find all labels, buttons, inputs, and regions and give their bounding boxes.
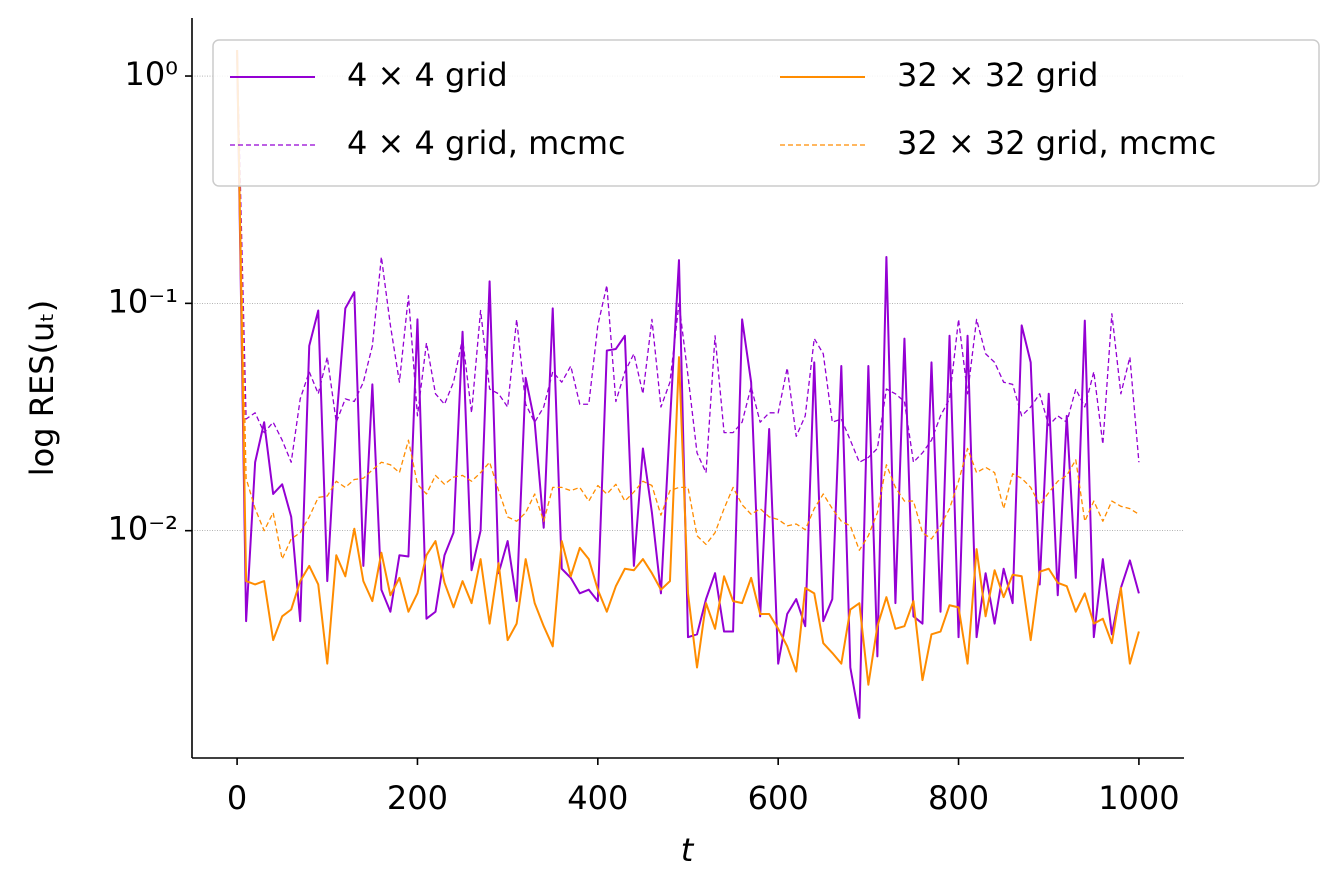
y-tick-label: 10⁻¹ [108, 282, 178, 320]
legend: 4 × 4 grid 4 × 4 grid, mcmc 32 × 32 grid 32… [212, 39, 1320, 187]
legend-label: 32 × 32 grid [897, 56, 1098, 94]
x-tick-label: 600 [748, 779, 809, 817]
x-axis-label: t [681, 831, 695, 869]
x-tick-label: 1000 [1098, 779, 1179, 817]
x-tick-label: 200 [387, 779, 448, 817]
y-tick-label: 10⁻² [108, 510, 178, 548]
line-series [236, 50, 1140, 686]
legend-label: 4 × 4 grid [347, 56, 508, 94]
y-tick-label: 10⁰ [124, 55, 178, 93]
legend-box [212, 39, 1320, 187]
line-series [236, 50, 1140, 474]
x-tick-label: 800 [928, 779, 989, 817]
x-tick-label: 400 [567, 779, 628, 817]
line-series [236, 50, 1140, 560]
legend-label: 4 × 4 grid, mcmc [347, 124, 626, 162]
legend-label: 32 × 32 grid, mcmc [897, 124, 1216, 162]
line-series [236, 50, 1140, 719]
x-tick-label: 0 [227, 779, 247, 817]
y-axis-label: log RES(uₜ) [23, 300, 61, 476]
